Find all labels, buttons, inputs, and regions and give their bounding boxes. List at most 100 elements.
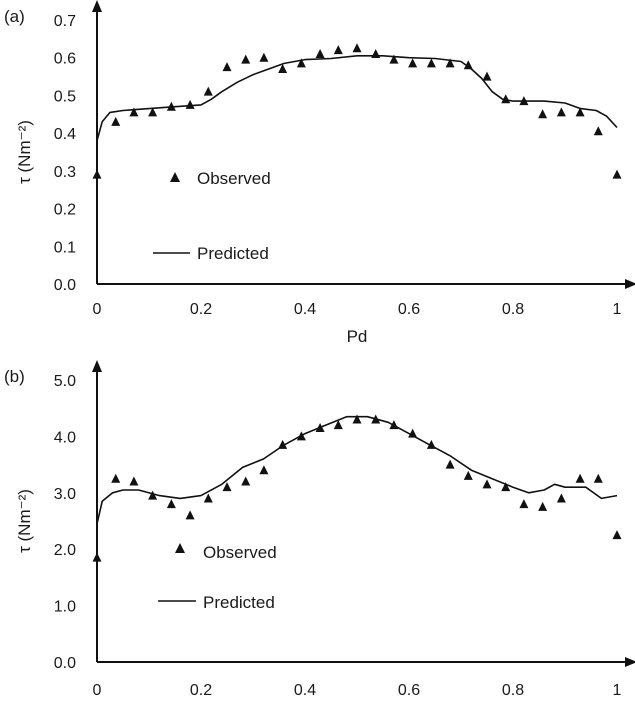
observed-point — [352, 43, 362, 53]
observed-point — [129, 107, 139, 117]
observed-point — [111, 473, 121, 483]
observed-point — [408, 58, 418, 68]
observed-point — [482, 479, 492, 489]
legend-observed-label: Observed — [203, 543, 277, 562]
observed-point — [538, 501, 548, 511]
observed-point — [575, 107, 585, 117]
y-tick-label: 0.3 — [54, 164, 76, 181]
panel-a: (a) 0.0 0.1 0.2 0.3 0.4 0.5 0.6 0.7 0 0.2 0.4 0.6 0.8… — [4, 0, 635, 346]
legend-observed-marker — [170, 172, 180, 182]
x-tick-label: 0.2 — [190, 301, 212, 318]
panel-label: (b) — [4, 367, 25, 386]
observed-point — [315, 422, 325, 432]
y-tick-label: 0.0 — [54, 655, 76, 672]
observed-point — [519, 96, 529, 106]
x-axis-label: Pd — [347, 327, 368, 346]
observed-point — [278, 439, 288, 449]
observed-point — [259, 52, 269, 62]
y-tick-label: 1.0 — [54, 599, 76, 616]
observed-point — [296, 58, 306, 68]
x-axis-arrowhead — [625, 279, 635, 289]
observed-point — [333, 420, 343, 430]
y-axis-label: τ (Nm⁻²) — [15, 120, 34, 184]
observed-point — [111, 116, 121, 126]
x-tick-label: 0.6 — [398, 301, 420, 318]
legend-observed-marker — [175, 543, 185, 553]
observed-point — [166, 499, 176, 509]
observed-point — [241, 476, 251, 486]
observed-point — [241, 54, 251, 64]
observed-point — [315, 48, 325, 58]
observed-point — [148, 490, 158, 500]
y-tick-label: 2.0 — [54, 542, 76, 559]
observed-point — [445, 58, 455, 68]
observed-point — [426, 439, 436, 449]
observed-point — [389, 54, 399, 64]
observed-point — [166, 101, 176, 111]
y-tick-label: 0.1 — [54, 239, 76, 256]
x-tick-label: 1 — [613, 301, 622, 318]
x-tick-label: 0.8 — [502, 682, 524, 699]
y-tick-label: 4.0 — [54, 429, 76, 446]
observed-point — [612, 530, 622, 540]
y-tick-label: 0.4 — [54, 126, 76, 143]
y-tick-label: 5.0 — [54, 373, 76, 390]
observed-point — [333, 45, 343, 55]
observed-point — [593, 126, 603, 136]
observed-point — [185, 510, 195, 520]
observed-point — [371, 414, 381, 424]
observed-point — [501, 482, 511, 492]
observed-point — [501, 94, 511, 104]
observed-point — [352, 414, 362, 424]
y-tick-label: 0.7 — [54, 13, 76, 30]
observed-point — [389, 420, 399, 430]
observed-point — [519, 499, 529, 509]
observed-point — [538, 109, 548, 119]
observed-point — [148, 107, 158, 117]
observed-point — [129, 476, 139, 486]
x-tick-label: 0.6 — [398, 682, 420, 699]
y-tick-label: 0.5 — [54, 88, 76, 105]
y-tick-label: 0.0 — [54, 277, 76, 294]
observed-point — [463, 470, 473, 480]
observed-point — [296, 431, 306, 441]
observed-point — [482, 71, 492, 81]
observed-point — [185, 99, 195, 109]
observed-point — [426, 58, 436, 68]
observed-point — [445, 459, 455, 469]
x-tick-label: 1 — [613, 682, 622, 699]
predicted-line — [96, 55, 618, 141]
observed-point — [92, 552, 102, 562]
legend-predicted-label: Predicted — [203, 593, 275, 612]
y-tick-label: 3.0 — [54, 486, 76, 503]
y-axis-arrowhead — [92, 360, 102, 372]
observed-point — [463, 60, 473, 70]
x-tick-label: 0 — [93, 301, 102, 318]
observed-point — [593, 473, 603, 483]
observed-point — [612, 169, 622, 179]
legend-predicted-label: Predicted — [197, 244, 269, 263]
y-axis-arrowhead — [92, 0, 102, 12]
x-tick-label: 0.2 — [190, 682, 212, 699]
x-tick-label: 0.4 — [294, 301, 316, 318]
y-tick-label: 0.6 — [54, 51, 76, 68]
observed-point — [556, 107, 566, 117]
panel-label: (a) — [4, 7, 25, 26]
x-tick-label: 0 — [93, 682, 102, 699]
observed-point — [556, 493, 566, 503]
observed-point — [575, 473, 585, 483]
observed-point — [92, 169, 102, 179]
observed-point — [259, 465, 269, 475]
observed-point — [371, 48, 381, 58]
observed-point — [408, 428, 418, 438]
x-tick-label: 0.8 — [502, 301, 524, 318]
y-tick-label: 0.2 — [54, 202, 76, 219]
observed-point — [203, 86, 213, 96]
observed-point — [222, 482, 232, 492]
legend-observed-label: Observed — [197, 169, 271, 188]
x-tick-label: 0.4 — [294, 682, 316, 699]
x-axis-arrowhead — [625, 657, 635, 667]
observed-point — [278, 64, 288, 74]
